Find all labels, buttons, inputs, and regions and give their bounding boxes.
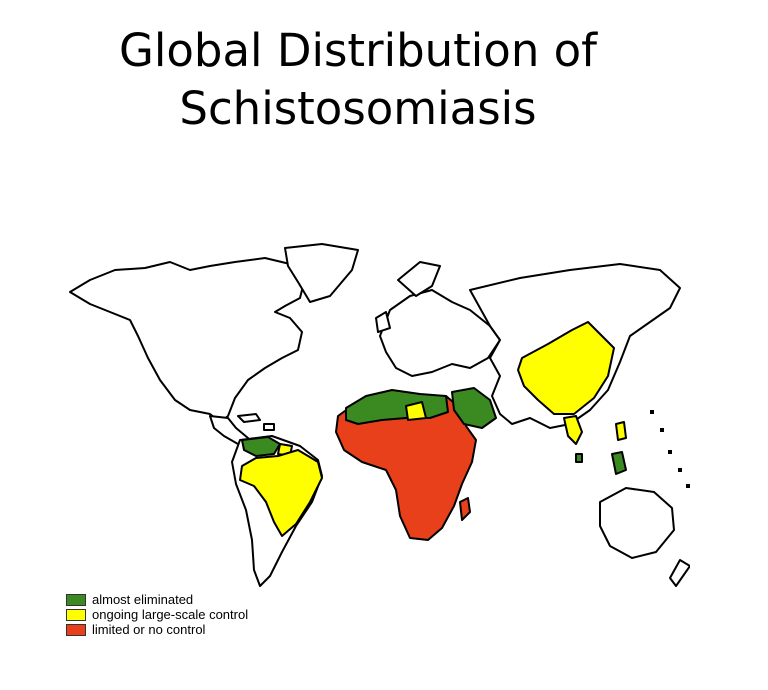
world-map <box>69 243 690 587</box>
southeast-asia-region <box>563 415 583 445</box>
europe-region <box>379 289 501 377</box>
brazil-region <box>239 449 323 537</box>
title-line-2: Schistosomiasis <box>179 82 537 135</box>
title-line-1: Global Distribution of <box>118 24 598 77</box>
indonesia-region <box>575 451 627 475</box>
legend-label: almost eliminated <box>92 592 194 607</box>
legend-label: limited or no control <box>92 622 206 637</box>
philippines-region <box>615 421 627 441</box>
legend-label: ongoing large-scale control <box>92 607 249 622</box>
venezuela-region <box>241 436 281 457</box>
new-zealand-region <box>669 559 690 587</box>
greenland-region <box>284 243 359 303</box>
scandinavia-region <box>375 261 441 333</box>
pacific-islands <box>650 410 690 488</box>
australia-region <box>599 487 675 559</box>
arabia-region <box>451 387 497 429</box>
map-legend: almost eliminated ongoing large-scale co… <box>66 592 248 637</box>
legend-swatch-red <box>66 623 86 636</box>
legend-item-ongoing-control: ongoing large-scale control <box>66 607 248 622</box>
legend-swatch-yellow <box>66 608 86 621</box>
madagascar-region <box>459 497 471 521</box>
sahel-region <box>405 401 427 421</box>
north-america-region <box>69 257 306 423</box>
map-title: Global Distribution of Schistosomiasis <box>0 22 716 138</box>
legend-item-limited-control: limited or no control <box>66 622 248 637</box>
china-region <box>517 321 615 415</box>
legend-swatch-green <box>66 593 86 606</box>
caribbean-islands <box>237 413 275 431</box>
legend-item-almost-eliminated: almost eliminated <box>66 592 248 607</box>
